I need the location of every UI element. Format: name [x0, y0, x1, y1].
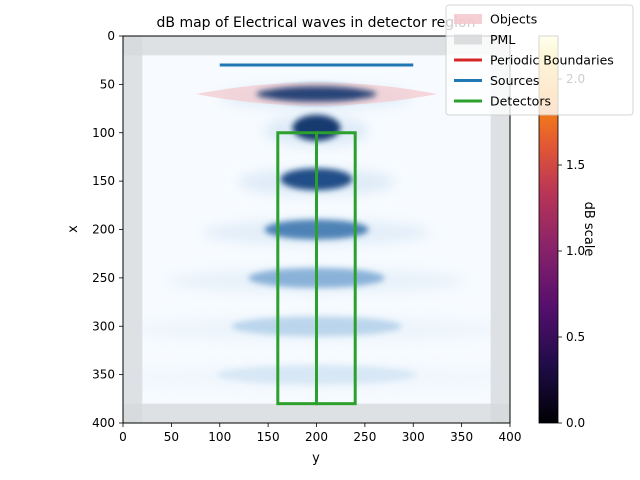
- x-tick-label: 150: [257, 430, 280, 444]
- wave-lobe: [292, 114, 341, 141]
- detector-box: [315, 131, 357, 406]
- y-tick-label: 400: [92, 416, 115, 430]
- pml-region: [123, 403, 510, 423]
- x-tick-label: 300: [402, 430, 425, 444]
- legend-label: PML: [490, 32, 515, 47]
- legend-label: Detectors: [490, 94, 551, 109]
- x-axis-ticks: 0 50 100 150 200 250 300 350 400: [119, 423, 521, 444]
- objects-layer: [195, 82, 438, 106]
- y-axis-ticks: 0 50 100 150 200 250 300 350 400: [92, 29, 123, 430]
- pml-region: [123, 36, 143, 423]
- legend-swatch: [454, 34, 482, 45]
- x-tick-label: 50: [164, 430, 179, 444]
- colorbar-tick-label: 0.5: [566, 330, 585, 344]
- y-tick-label: 200: [92, 223, 115, 237]
- legend-label: Sources: [490, 73, 539, 88]
- pml-region: [490, 36, 510, 423]
- y-tick-label: 250: [92, 271, 115, 285]
- x-tick-label: 0: [119, 430, 127, 444]
- x-tick-label: 350: [450, 430, 473, 444]
- legend-label: Periodic Boundaries: [490, 53, 614, 68]
- colorbar-tick-label: 1.0: [566, 244, 585, 258]
- chart-title: dB map of Electrical waves in detector r…: [157, 15, 476, 31]
- x-tick-label: 200: [305, 430, 328, 444]
- legend-box: [445, 4, 634, 116]
- y-tick-label: 0: [107, 29, 115, 43]
- y-tick-label: 300: [92, 319, 115, 333]
- detectors-layer: [276, 131, 357, 406]
- colorbar-tick-label: 0.0: [566, 416, 585, 430]
- y-tick-label: 100: [92, 126, 115, 140]
- colorbar-tick-label: 1.5: [566, 158, 585, 172]
- y-axis-label: x: [66, 225, 81, 233]
- y-tick-label: 50: [100, 77, 115, 91]
- x-tick-label: 100: [208, 430, 231, 444]
- legend-swatch: [454, 14, 482, 24]
- y-tick-label: 350: [92, 368, 115, 382]
- pml-regions: [123, 36, 510, 423]
- pml-region: [123, 36, 510, 56]
- y-tick-label: 150: [92, 174, 115, 188]
- colorbar-label: dB scale: [581, 202, 596, 257]
- x-tick-label: 400: [499, 430, 522, 444]
- x-axis-label: y: [312, 451, 320, 466]
- legend: Objects PML Periodic Boundaries Sources Dete…: [445, 4, 634, 116]
- lens-focus-lobe: [256, 87, 377, 102]
- legend-label: Objects: [490, 12, 537, 27]
- x-tick-label: 250: [353, 430, 376, 444]
